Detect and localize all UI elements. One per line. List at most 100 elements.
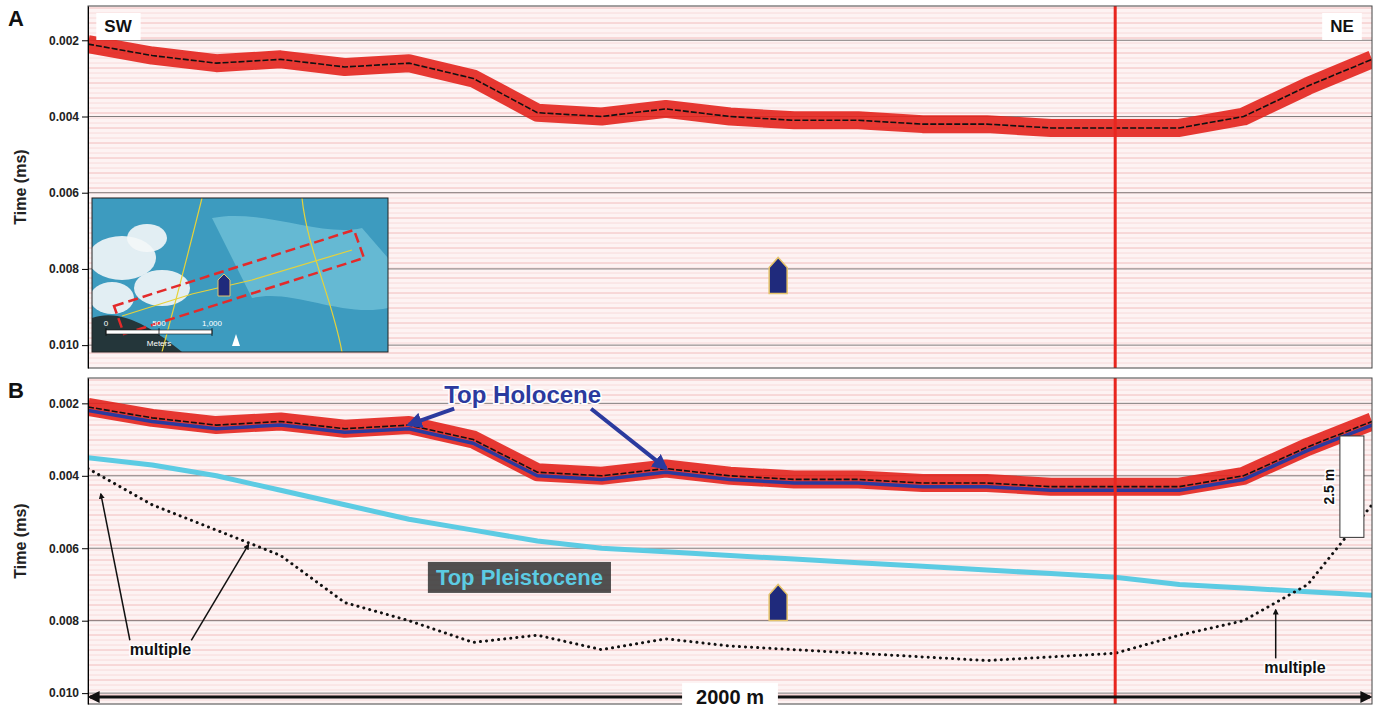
y-axis: 0.0020.0040.0060.0080.010 — [49, 379, 89, 705]
texture-line — [88, 455, 1372, 456]
texture-line — [88, 353, 1372, 354]
direction-label: SW — [104, 17, 132, 36]
vertical-line — [1114, 378, 1117, 704]
annotation-arrow — [101, 494, 130, 640]
texture-line — [88, 615, 1372, 616]
texture — [88, 380, 1372, 700]
texture-line — [88, 440, 1372, 441]
texture-line — [88, 385, 1372, 386]
inset-profile-box — [114, 230, 364, 334]
texture-line — [88, 193, 1372, 194]
texture-line — [88, 363, 1372, 364]
texture-line — [88, 620, 1372, 621]
grid-line — [88, 620, 1372, 621]
texture-line — [88, 565, 1372, 566]
label-box — [428, 562, 611, 593]
label-box — [682, 683, 778, 711]
plot-area — [88, 6, 1372, 368]
y-axis: 0.0020.0040.0060.0080.010 — [49, 7, 89, 369]
horizon-line — [88, 458, 1372, 596]
horizon-label: Top Holocene — [444, 381, 601, 408]
seafloor-trace — [88, 407, 1372, 487]
texture-line — [88, 183, 1372, 184]
grid-line — [88, 40, 1372, 41]
texture-line — [88, 450, 1372, 451]
tick: 0.010 — [49, 338, 88, 352]
plot-background — [88, 378, 1372, 704]
texture-line — [88, 158, 1372, 159]
inset-track — [162, 198, 202, 352]
texture-line — [88, 93, 1372, 94]
texture-line — [88, 88, 1372, 89]
tick-mark — [82, 693, 88, 694]
texture-line — [88, 188, 1372, 189]
label-arrow — [591, 409, 666, 468]
horizon-line — [88, 411, 1372, 491]
panel: 0.0020.0040.0060.0080.010Time (ms)BTop H… — [8, 378, 1372, 711]
texture-line — [88, 635, 1372, 636]
texture-line — [88, 73, 1372, 74]
texture-line — [88, 38, 1372, 39]
inset-scale-tick — [106, 328, 107, 336]
texture-line — [88, 595, 1372, 596]
distance-label: 2000 m — [696, 686, 764, 708]
texture-line — [88, 545, 1372, 546]
tick: 0.006 — [49, 542, 88, 556]
texture-line — [88, 670, 1372, 671]
inset-shoal — [212, 216, 388, 310]
texture — [88, 8, 1372, 363]
annotation: multiple — [130, 641, 191, 658]
texture-line — [88, 78, 1372, 79]
tick-mark — [82, 476, 88, 477]
plot-background — [88, 6, 1372, 368]
texture-line — [88, 173, 1372, 174]
tick: 0.004 — [49, 110, 88, 124]
grid-line — [88, 192, 1372, 193]
tick-label: 0.006 — [49, 186, 79, 200]
texture-line — [88, 590, 1372, 591]
texture-line — [88, 83, 1372, 84]
texture-line — [88, 505, 1372, 506]
texture-line — [88, 570, 1372, 571]
texture-line — [88, 675, 1372, 676]
texture-line — [88, 560, 1372, 561]
axis-title: Time (ms) — [12, 149, 29, 224]
tick-mark — [82, 548, 88, 549]
texture-line — [88, 98, 1372, 99]
texture-line — [88, 630, 1372, 631]
texture-line — [88, 395, 1372, 396]
tick: 0.008 — [49, 614, 88, 628]
tick-mark — [82, 345, 88, 346]
texture-line — [88, 43, 1372, 44]
texture-line — [88, 510, 1372, 511]
location-pointer — [769, 584, 787, 620]
texture-line — [88, 665, 1372, 666]
horizon-label: Top Pleistocene — [436, 565, 603, 590]
texture-line — [88, 405, 1372, 406]
inset-north-arrow — [232, 334, 240, 346]
location-pointer — [769, 257, 787, 293]
axis-line — [88, 379, 89, 705]
annotation-arrow — [191, 545, 248, 641]
texture-line — [88, 580, 1372, 581]
texture-line — [88, 435, 1372, 436]
inset-cloud — [134, 270, 190, 306]
texture-line — [88, 640, 1372, 641]
texture-line — [88, 13, 1372, 14]
inset-cloud — [92, 282, 134, 314]
inset-cloud — [127, 224, 167, 252]
tick-label: 0.004 — [49, 110, 79, 124]
texture-line — [88, 655, 1372, 656]
tick: 0.002 — [49, 34, 88, 48]
tick-label: 0.008 — [49, 614, 79, 628]
texture-line — [88, 465, 1372, 466]
texture-line — [88, 163, 1372, 164]
tick-label: 0.004 — [49, 469, 79, 483]
texture-line — [88, 138, 1372, 139]
tick-mark — [82, 403, 88, 404]
texture-line — [88, 540, 1372, 541]
texture-line — [88, 680, 1372, 681]
tick-mark — [82, 621, 88, 622]
tick-label: 0.010 — [49, 686, 79, 700]
plot-frame — [88, 378, 1372, 704]
